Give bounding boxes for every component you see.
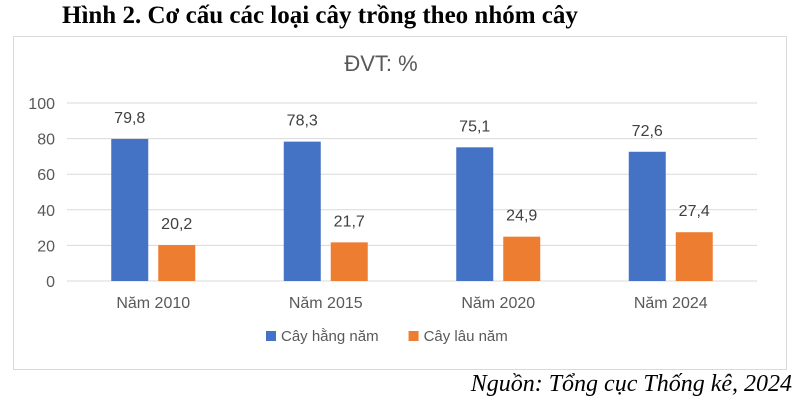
bar	[330, 242, 368, 281]
legend-label: Cây hằng năm	[281, 328, 379, 345]
bar	[503, 236, 541, 281]
y-tick-label: 100	[28, 96, 55, 113]
x-tick-label: Năm 2015	[289, 295, 363, 312]
data-label: 24,9	[506, 208, 537, 225]
y-tick-label: 40	[37, 203, 55, 220]
y-tick-label: 20	[37, 238, 55, 255]
x-axis-ticks: Năm 2010 Năm 2015 Năm 2020 Năm 2024	[116, 295, 707, 312]
bar	[111, 138, 149, 281]
y-tick-label: 60	[37, 167, 55, 184]
y-tick-label: 0	[46, 274, 55, 291]
x-tick-label: Năm 2020	[461, 295, 535, 312]
x-tick-label: Năm 2010	[116, 295, 190, 312]
data-label: 21,7	[334, 213, 365, 230]
legend: Cây hằng năm Cây lâu năm	[266, 328, 508, 345]
x-tick-label: Năm 2024	[634, 295, 708, 312]
bars	[111, 138, 713, 281]
bar	[675, 232, 713, 281]
bar	[456, 147, 494, 281]
y-tick-label: 80	[37, 132, 55, 149]
bar	[628, 151, 666, 281]
source-note: Nguồn: Tổng cục Thống kê, 2024	[470, 371, 792, 397]
data-labels: 79,8 20,2 78,3 21,7 75,1 24,9 72,6 27,4	[114, 110, 710, 233]
data-label: 78,3	[287, 113, 318, 130]
bar	[283, 141, 321, 281]
data-label: 79,8	[114, 110, 145, 127]
data-label: 20,2	[161, 216, 192, 233]
legend-swatch	[266, 331, 276, 341]
figure-title: Hình 2. Cơ cấu các loại cây trồng theo n…	[62, 2, 578, 29]
legend-label: Cây lâu năm	[424, 328, 508, 345]
y-axis-ticks: 0 20 40 60 80 100	[28, 96, 55, 291]
legend-swatch	[408, 331, 419, 341]
data-label: 72,6	[632, 123, 663, 140]
bar	[158, 245, 196, 281]
data-label: 27,4	[679, 203, 710, 220]
chart-title: ĐVT: %	[344, 51, 417, 76]
data-label: 75,1	[459, 118, 490, 135]
